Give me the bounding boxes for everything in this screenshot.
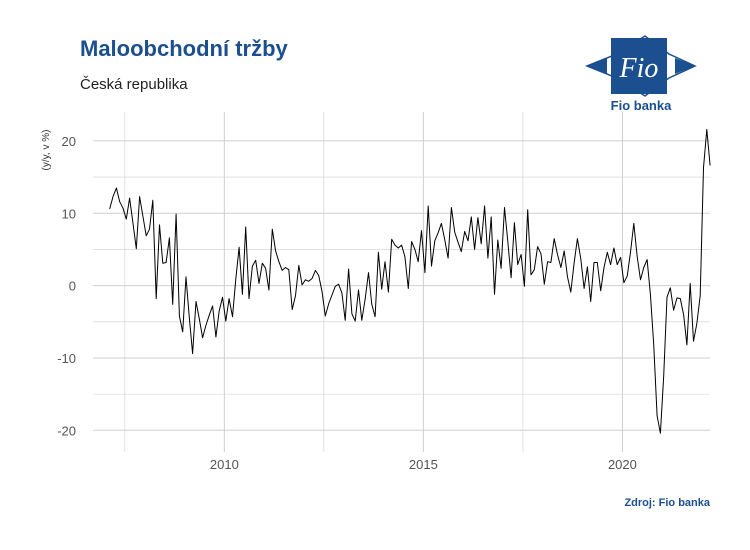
x-tick-label: 2015 (409, 457, 438, 472)
chart-title: Maloobchodní tržby (80, 36, 288, 61)
y-axis-label: (y/y, v %) (41, 130, 52, 171)
x-tick-label: 2010 (210, 457, 239, 472)
logo-triangle-left (587, 58, 607, 74)
chart-grid (93, 112, 710, 452)
logo-brand-text: Fio (619, 53, 659, 84)
y-tick-label: 20 (62, 134, 76, 149)
series-line (109, 128, 711, 434)
fio-banka-logo-icon: Fio Fio banka (585, 35, 697, 113)
chart-subtitle: Česká republika (80, 76, 188, 93)
chart-series (109, 128, 711, 434)
logo-square (611, 38, 667, 94)
chart-ticks: -20 -10 0 10 20 2010 2015 2020 (57, 134, 637, 472)
y-tick-label: -10 (57, 351, 76, 366)
source-note: Zdroj: Fio banka (624, 497, 710, 509)
x-tick-label: 2020 (608, 457, 637, 472)
y-tick-label: -20 (57, 423, 76, 438)
logo-name: Fio banka (611, 98, 672, 113)
y-tick-label: 10 (62, 206, 76, 221)
y-tick-label: 0 (69, 279, 76, 294)
logo-triangle-right (675, 58, 695, 74)
